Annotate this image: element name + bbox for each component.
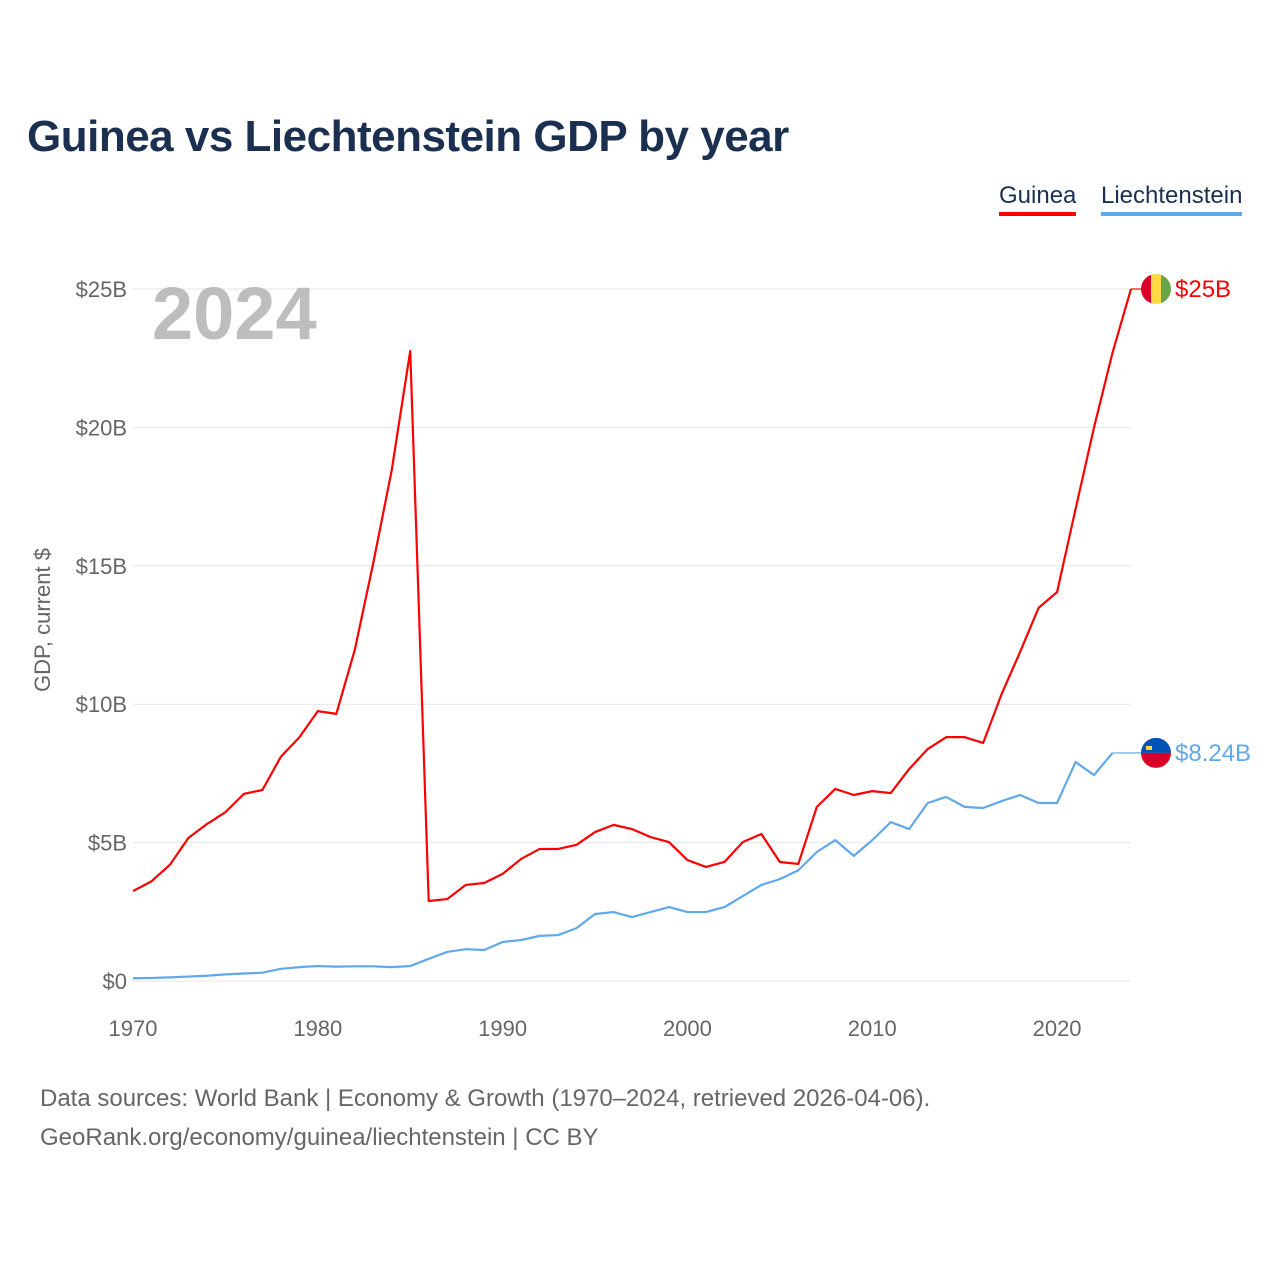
year-watermark: 2024 [152, 272, 317, 355]
x-tick-label: 2000 [663, 1016, 712, 1041]
legend-guinea[interactable]: Guinea [999, 182, 1077, 216]
flag-stripe [1151, 274, 1161, 304]
y-tick-label: $25B [76, 277, 127, 302]
x-tick-label: 1990 [478, 1016, 527, 1041]
x-tick-label: 1980 [293, 1016, 342, 1041]
guinea-flag-icon [1141, 274, 1171, 304]
footer-link[interactable]: GeoRank.org/economy/guinea/liechtenstein… [40, 1124, 599, 1151]
flag-stripe [1141, 274, 1151, 304]
legend-liechtenstein[interactable]: Liechtenstein [1101, 182, 1243, 216]
footer-sources: Data sources: World Bank | Economy & Gro… [40, 1085, 931, 1112]
y-tick-label: $15B [76, 554, 127, 579]
y-tick-label: $10B [76, 692, 127, 717]
chart-title: Guinea vs Liechtenstein GDP by year [27, 112, 789, 161]
y-tick-label: $5B [88, 831, 127, 856]
liechtenstein-flag-icon [1141, 737, 1171, 768]
y-axis-label: GDP, current $ [30, 548, 55, 692]
flag-stripe [1141, 737, 1171, 753]
x-tick-label: 2010 [848, 1016, 897, 1041]
x-tick-label: 1970 [109, 1016, 158, 1041]
flag-stripe [1141, 752, 1171, 768]
x-tick-label: 2020 [1033, 1016, 1082, 1041]
y-tick-label: $0 [103, 969, 127, 994]
flag-body [1141, 274, 1171, 304]
flag-body [1141, 737, 1171, 768]
end-value-label: $8.24B [1175, 740, 1251, 767]
end-value-label: $25B [1175, 276, 1231, 303]
crown-icon [1146, 745, 1152, 750]
series-line-guinea [132, 288, 1133, 903]
y-tick-label: $20B [76, 415, 127, 440]
series-line-liechtenstein [132, 752, 1114, 980]
flag-stripe [1161, 274, 1171, 304]
